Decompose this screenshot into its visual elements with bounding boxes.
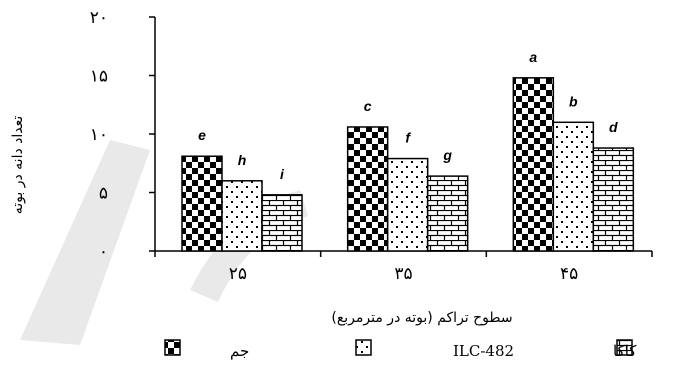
bar-letter-label: d: [609, 119, 618, 135]
bar: [221, 180, 263, 252]
y-tick-label: ۵: [99, 184, 108, 204]
legend-label: جم: [230, 342, 249, 360]
x-tick-label: ۴۵: [560, 264, 578, 284]
bar-letter-label: c: [364, 98, 372, 114]
bar: [386, 157, 429, 252]
bar-letter-label: f: [405, 130, 411, 146]
bar: [261, 194, 303, 252]
bar-letter-label: a: [529, 49, 537, 65]
legend-swatch: [616, 339, 633, 356]
legend-label: کاکا: [613, 342, 637, 360]
bar: [181, 155, 223, 252]
x-tick-label: ۳۵: [394, 264, 412, 284]
y-tick-label: ۱۰: [90, 125, 108, 145]
bar: [346, 126, 389, 252]
y-axis-title: تعداد دانه در بوته: [10, 116, 26, 215]
legend: جم ILC-482 کاکا: [164, 339, 637, 360]
bar-letter-label: e: [198, 127, 206, 143]
y-tick-label: ۲۰: [90, 8, 108, 28]
legend-label: ILC-482: [453, 342, 514, 360]
x-axis-title: سطوح تراکم (بوته در مترمربع): [331, 310, 512, 326]
bar: [592, 147, 635, 252]
bar: [512, 77, 555, 252]
legend-swatch: [164, 339, 181, 356]
x-tick-label: ۲۵: [229, 264, 247, 284]
bar-letter-label: i: [280, 166, 285, 182]
y-tick-label: ۰: [99, 242, 108, 262]
legend-swatch: [355, 339, 372, 356]
bar-letter-label: h: [238, 152, 247, 168]
axes: ۰ ۵ ۱۰ ۱۵ ۲۰ ۲۵ ۳۵ ۴۵ سطوح تراکم (بوته در مترمرب…: [10, 8, 653, 326]
bar-letter-label: g: [442, 147, 452, 163]
bar: [426, 175, 469, 252]
bars: e h i c f g a b d: [181, 49, 635, 252]
bar: [552, 121, 595, 252]
y-tick-label: ۱۵: [90, 67, 108, 87]
bar-letter-label: b: [569, 93, 578, 109]
